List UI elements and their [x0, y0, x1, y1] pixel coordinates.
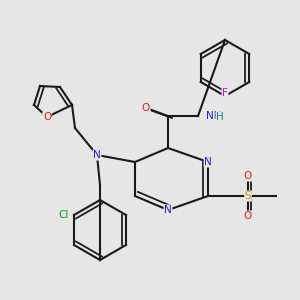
Text: H: H — [216, 112, 224, 122]
Text: O: O — [142, 103, 150, 113]
Text: F: F — [222, 88, 228, 98]
Text: O: O — [244, 211, 252, 221]
Text: N: N — [164, 205, 172, 215]
Text: NH: NH — [206, 111, 221, 121]
Text: O: O — [244, 171, 252, 181]
Text: O: O — [43, 112, 51, 122]
Text: N: N — [204, 157, 212, 167]
Text: Cl: Cl — [58, 210, 69, 220]
Text: S: S — [245, 191, 251, 201]
Text: N: N — [93, 150, 101, 160]
